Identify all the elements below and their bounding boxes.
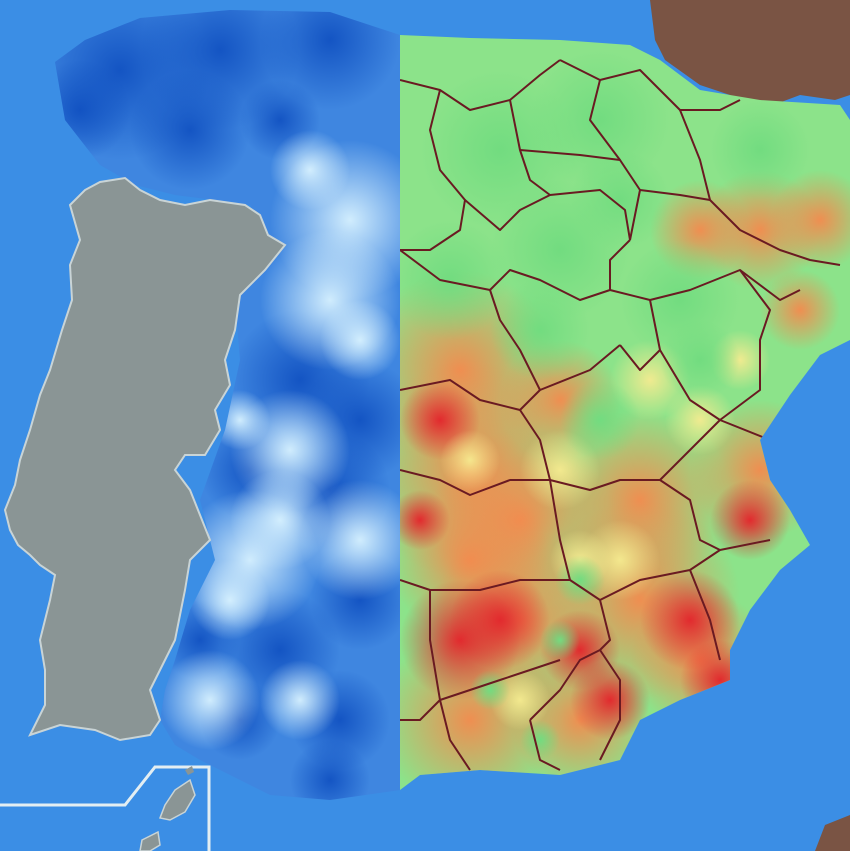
blue-dark-patch xyxy=(290,740,370,800)
province-border xyxy=(549,479,601,601)
province-border xyxy=(529,719,561,771)
anomaly-red-patch xyxy=(400,490,450,550)
province-border xyxy=(659,349,771,441)
anomaly-green-patch xyxy=(570,150,670,250)
anomaly-orange-patch xyxy=(770,170,850,270)
anomaly-yellow-patch xyxy=(440,430,500,490)
province-border xyxy=(559,59,641,241)
province-border xyxy=(509,99,551,196)
blue-light-patch xyxy=(300,480,400,600)
canary-island-fuerteventura xyxy=(139,830,161,851)
canary-island-lobos xyxy=(185,766,194,775)
anomaly-green-patch xyxy=(470,670,510,710)
spain-west-precipitation xyxy=(55,10,400,800)
anomaly-green-patch xyxy=(520,720,560,760)
anomaly-green-patch xyxy=(710,100,810,200)
blue-light-patch xyxy=(320,300,400,380)
anomaly-orange-patch xyxy=(760,270,840,350)
province-border xyxy=(719,269,771,421)
blue-dark-patch xyxy=(130,70,250,190)
blue-dark-patch xyxy=(55,60,130,160)
anomaly-green-patch xyxy=(540,620,580,660)
province-border xyxy=(519,149,621,161)
province-border xyxy=(679,109,841,266)
province-border xyxy=(689,569,721,661)
anomaly-red-patch xyxy=(450,570,550,670)
canary-islands-inset xyxy=(0,765,211,851)
anomaly-green-patch xyxy=(490,280,590,380)
canary-island-lanzarote xyxy=(158,778,196,821)
province-border xyxy=(400,579,570,591)
province-border xyxy=(400,379,541,411)
province-border xyxy=(489,289,621,391)
province-border xyxy=(659,479,771,551)
anomaly-green-patch xyxy=(660,320,740,400)
spain-east-anomaly xyxy=(400,35,850,790)
province-border xyxy=(519,409,721,491)
province-border xyxy=(400,59,561,111)
blue-light-patch xyxy=(190,560,270,640)
province-border xyxy=(439,699,471,771)
blue-light-patch xyxy=(260,660,340,740)
province-border xyxy=(619,299,661,371)
anomaly-red-patch xyxy=(710,480,790,560)
anomaly-green-patch xyxy=(560,380,640,460)
province-border xyxy=(439,659,561,701)
blue-light-patch xyxy=(270,130,350,210)
province-border xyxy=(599,649,621,761)
north-africa-land xyxy=(815,815,850,851)
province-border xyxy=(400,249,651,301)
france-land xyxy=(650,0,850,110)
province-border xyxy=(639,189,711,201)
province-border xyxy=(400,469,550,496)
province-border xyxy=(609,239,631,290)
blue-light-patch xyxy=(230,470,330,570)
province-border xyxy=(529,599,611,721)
blue-dark-patch xyxy=(260,10,400,110)
blue-light-patch xyxy=(160,650,260,750)
portugal-land xyxy=(3,176,287,742)
province-border xyxy=(599,549,721,601)
